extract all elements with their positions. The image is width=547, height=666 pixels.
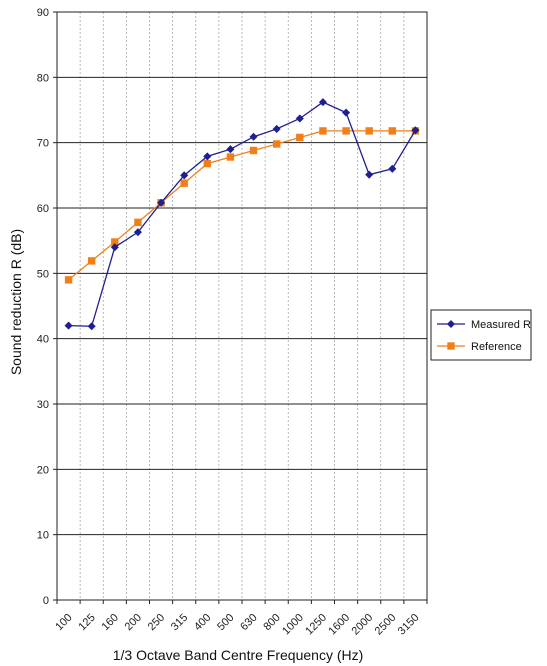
data-point-measured-r [411, 126, 420, 135]
legend-item-reference: Reference [437, 341, 522, 353]
series [64, 98, 420, 331]
y-tick-label: 80 [37, 72, 49, 84]
data-point-reference [226, 153, 235, 161]
y-tick-label: 70 [37, 138, 49, 150]
axes [53, 11, 428, 604]
legend-marker-measured-r [446, 319, 456, 329]
data-point-measured-r [226, 145, 235, 154]
legend-label-measured-r: Measured R [471, 319, 531, 331]
data-point-measured-r [203, 152, 212, 161]
legend-label-reference: Reference [471, 341, 522, 353]
data-point-measured-r [64, 321, 73, 330]
data-point-reference [64, 276, 73, 284]
data-point-reference [180, 179, 188, 187]
series-line-measured-r [68, 101, 416, 327]
data-point-measured-r [157, 198, 166, 207]
data-point-measured-r [110, 243, 119, 252]
y-tick-label: 60 [37, 203, 49, 215]
data-point-reference [296, 133, 304, 142]
data-point-reference [87, 257, 96, 265]
data-point-measured-r [295, 114, 304, 123]
y-tick-label: 30 [37, 399, 49, 411]
data-point-reference [134, 218, 142, 227]
y-axis-title: Sound reduction R (dB) [8, 229, 24, 375]
series-measured-r [64, 98, 420, 331]
data-point-reference [272, 140, 281, 148]
series-line-reference [68, 130, 416, 281]
y-tick-labels: 0 10 20 30 40 50 60 70 80 90 [37, 7, 49, 607]
data-point-measured-r [272, 124, 281, 133]
y-tick-label: 0 [43, 595, 49, 607]
data-point-measured-r [342, 108, 351, 117]
data-point-measured-r [388, 164, 397, 173]
y-tick-label: 40 [37, 334, 49, 346]
data-point-measured-r [180, 171, 189, 180]
data-point-reference [319, 127, 327, 135]
y-tick-label: 50 [37, 268, 49, 280]
y-tick-label: 10 [37, 530, 49, 542]
y-tick-label: 90 [37, 7, 49, 19]
x-axis-title: 1/3 Octave Band Centre Frequency (Hz) [113, 647, 364, 663]
legend-marker-reference [447, 342, 455, 350]
y-tick-label: 20 [37, 464, 49, 476]
data-point-reference [249, 146, 258, 155]
data-point-reference [203, 159, 212, 168]
data-point-measured-r [87, 322, 96, 331]
data-point-reference [388, 127, 397, 135]
legend-box [430, 309, 532, 361]
data-point-measured-r [133, 228, 142, 237]
data-point-reference [365, 127, 373, 135]
legend-item-measured-r: Measured R [437, 319, 531, 331]
data-point-measured-r [318, 98, 327, 107]
data-point-reference [342, 127, 350, 135]
data-point-measured-r [249, 132, 258, 141]
legend: Measured R Reference [430, 309, 532, 361]
data-point-measured-r [365, 170, 374, 179]
